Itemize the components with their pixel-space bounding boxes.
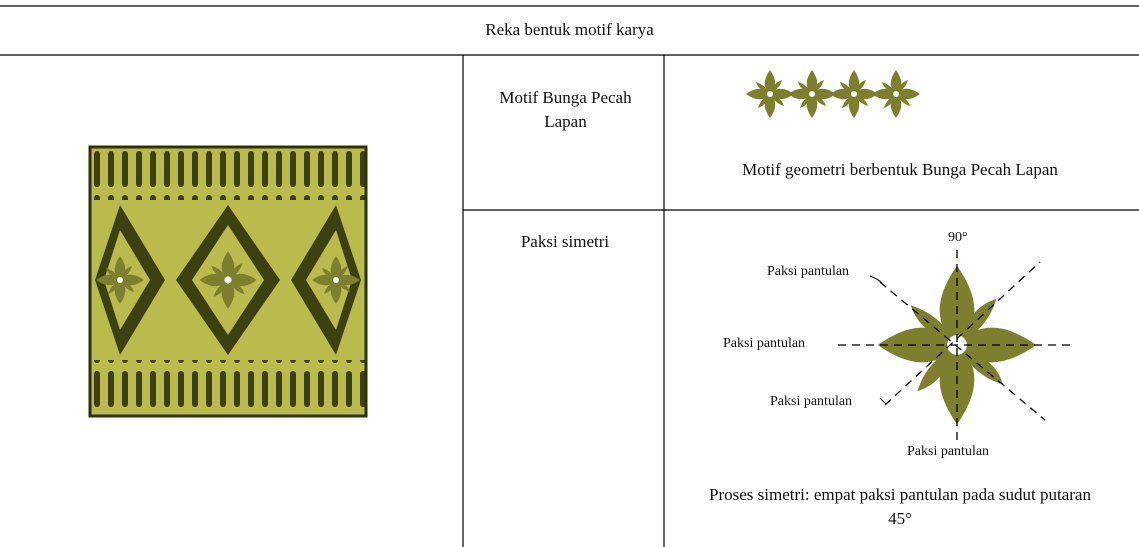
axis-label: Paksi pantulan — [767, 264, 850, 279]
lattice-image — [88, 145, 368, 418]
row-label: Motif Bunga Pecah Lapan — [499, 88, 632, 131]
row-caption: Proses simetri: empat paksi pantulan pad… — [709, 485, 1091, 528]
axis-label: Paksi pantulan — [723, 336, 806, 351]
axis-label: Paksi pantulan — [770, 394, 853, 409]
row-caption: Motif geometri berbentuk Bunga Pecah Lap… — [742, 160, 1058, 179]
symmetry-diagram — [838, 250, 1075, 445]
row-label: Paksi simetri — [520, 232, 610, 251]
angle-label: 90° — [948, 230, 968, 245]
table-header: Reka bentuk motif karya — [485, 20, 654, 39]
table-rules — [0, 5, 1139, 547]
flower-row — [745, 69, 921, 119]
axis-label: Paksi pantulan — [907, 444, 990, 459]
